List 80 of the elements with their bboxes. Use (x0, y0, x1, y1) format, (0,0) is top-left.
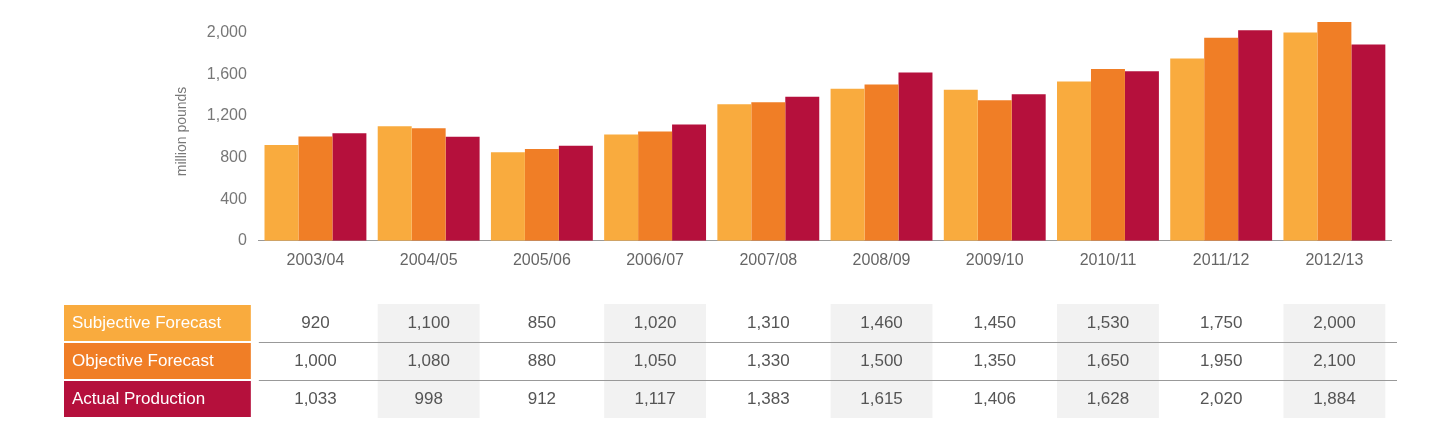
data-label: 1,530 (1086, 312, 1130, 332)
bar (1090, 68, 1125, 241)
data-label: 1,406 (973, 388, 1017, 408)
y-tick-label: 0 (237, 231, 247, 249)
bar (377, 126, 412, 241)
y-tick-label: 800 (220, 147, 247, 165)
data-label: 1,350 (973, 350, 1017, 370)
y-tick-label: 2,000 (206, 22, 247, 40)
bar (1011, 94, 1046, 241)
x-tick-label: 2009/10 (965, 250, 1024, 268)
text: Objective Forecast (72, 350, 214, 370)
x-tick-label: 2004/05 (399, 250, 458, 268)
bar (298, 136, 333, 241)
y-tick-label: 1,600 (206, 64, 247, 82)
bar (264, 144, 299, 241)
data-label: 1,330 (747, 350, 790, 370)
bar (332, 133, 367, 241)
bar (445, 136, 480, 241)
bar (1317, 22, 1352, 241)
data-label: 850 (527, 312, 557, 332)
bar (1057, 81, 1091, 241)
x-tick-label: 2010/11 (1079, 250, 1137, 268)
data-label: 1,460 (860, 312, 903, 332)
x-tick-label: 2006/07 (626, 250, 685, 268)
bar (490, 152, 525, 241)
bar (717, 104, 752, 241)
x-tick-label: 2003/04 (286, 250, 345, 268)
data-label: 2,000 (1313, 312, 1356, 332)
bar (411, 128, 446, 241)
data-label: 1,000 (294, 350, 337, 370)
x-tick-label: 2011/12 (1192, 250, 1250, 268)
data-label: 920 (301, 312, 330, 332)
x-tick-label: 2005/06 (512, 250, 571, 268)
data-label: 912 (527, 388, 557, 408)
bar (1283, 32, 1318, 241)
data-label: 1,080 (407, 350, 450, 370)
data-label: 1,950 (1199, 350, 1243, 370)
bar (943, 89, 978, 241)
data-label: 1,615 (860, 388, 903, 408)
data-label: 1,020 (633, 312, 677, 332)
x-tick-label: 2008/09 (852, 250, 911, 268)
data-label: 2,020 (1199, 388, 1243, 408)
data-label: 1,383 (747, 388, 790, 408)
bar (1170, 58, 1205, 241)
bar (864, 84, 899, 241)
bar (1238, 30, 1273, 241)
x-tick-label: 2007/08 (739, 250, 798, 268)
data-label: 1,310 (747, 312, 790, 332)
bar (785, 96, 820, 241)
data-label: 1,100 (407, 312, 450, 332)
text: Subjective Forecast (72, 312, 222, 332)
data-label: 1,650 (1086, 350, 1130, 370)
bar (1351, 44, 1386, 241)
data-label: 1,628 (1086, 388, 1130, 408)
bar (558, 145, 593, 241)
data-label: 1,117 (634, 388, 676, 408)
y-axis-title: million pounds (173, 86, 190, 177)
bar (524, 149, 559, 241)
data-label: 1,500 (860, 350, 903, 370)
data-label: 1,033 (294, 388, 337, 408)
y-tick-label: 1,200 (206, 106, 247, 124)
data-label: 1,050 (633, 350, 677, 370)
bar (751, 102, 786, 241)
y-tick-label: 400 (220, 189, 247, 207)
bar (1204, 37, 1239, 241)
data-label: 1,750 (1199, 312, 1243, 332)
x-tick-label: 2012/13 (1305, 250, 1364, 268)
bar (604, 134, 639, 241)
data-label: 880 (527, 350, 557, 370)
bar (672, 124, 707, 241)
data-label: 1,884 (1313, 388, 1356, 408)
data-label: 1,450 (973, 312, 1017, 332)
data-label: 2,100 (1313, 350, 1356, 370)
bar (638, 131, 673, 241)
bar (830, 88, 865, 241)
data-label: 998 (414, 388, 443, 408)
text: Actual Production (72, 388, 206, 408)
bar (898, 72, 933, 241)
bar (1124, 71, 1159, 241)
bar (977, 100, 1012, 241)
